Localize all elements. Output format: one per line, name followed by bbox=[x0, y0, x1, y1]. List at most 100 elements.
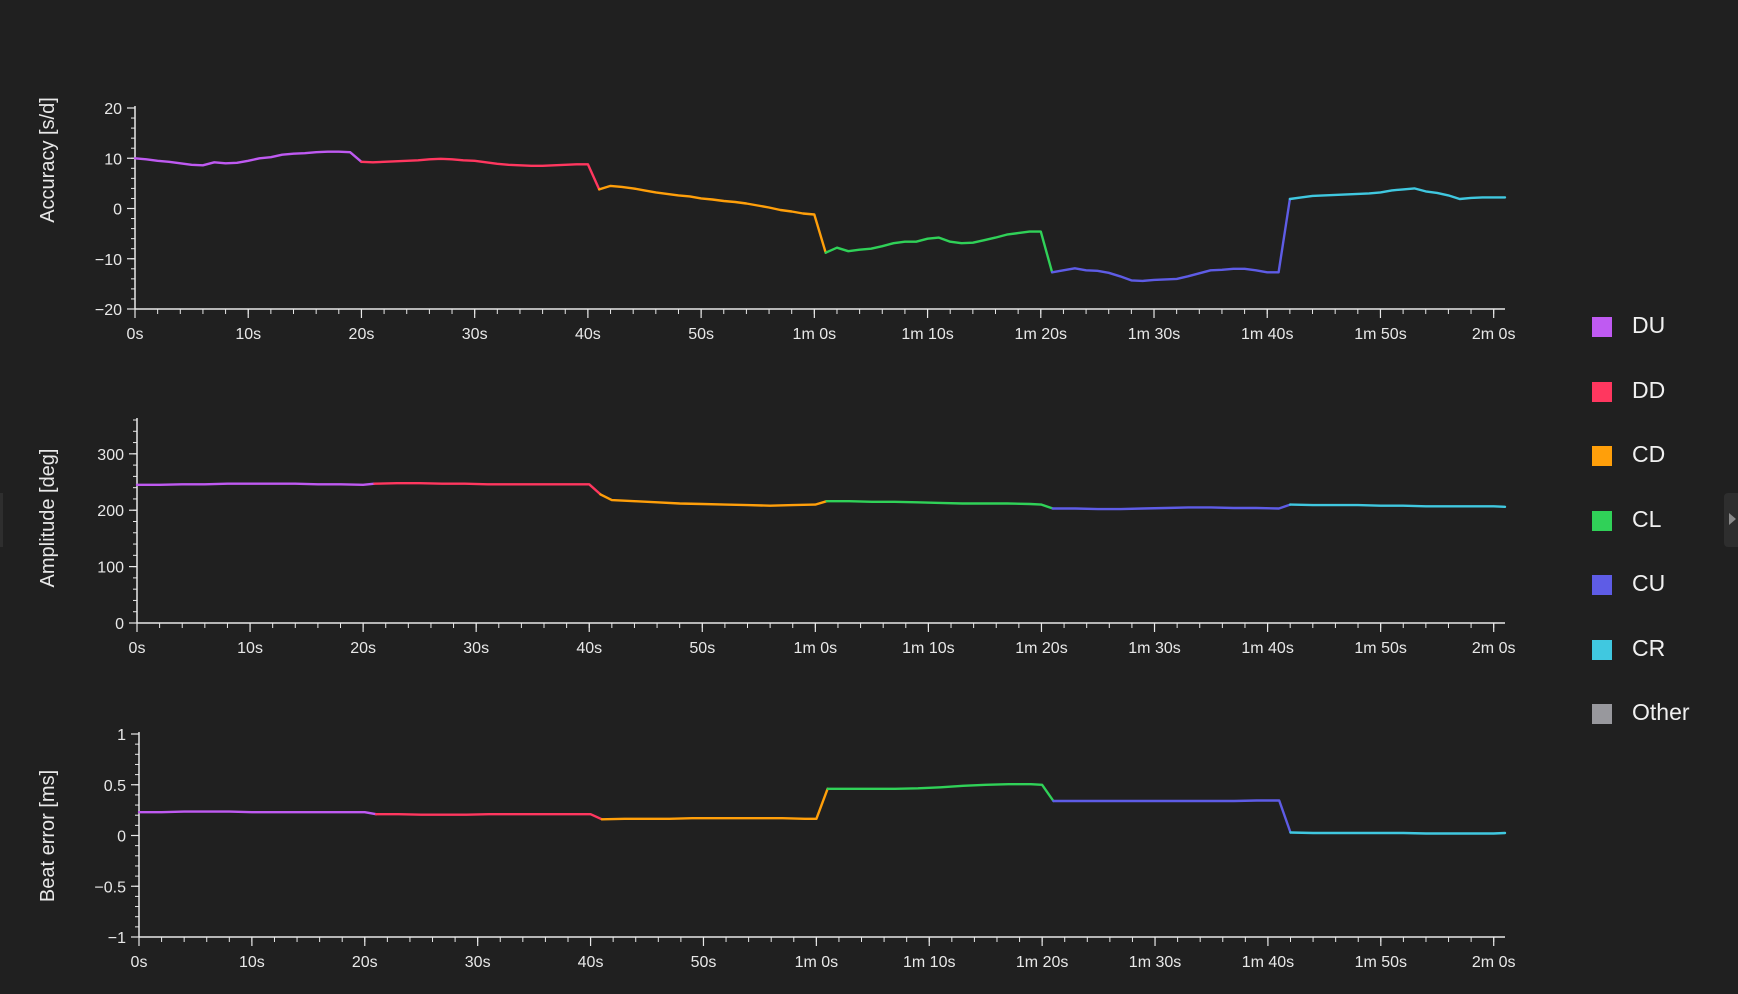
legend-swatch-cd bbox=[1592, 446, 1612, 466]
beat-error-x-tick-label: 1m 40s bbox=[1242, 954, 1294, 971]
amplitude-x-tick-label: 1m 10s bbox=[902, 640, 954, 657]
amplitude-series-cd bbox=[599, 493, 828, 507]
legend: DU DD CD CL CU CR Other bbox=[1592, 311, 1732, 763]
beat-error-y-tick-label: −0.5 bbox=[94, 879, 126, 896]
amplitude-x-tick-label: 1m 20s bbox=[1015, 640, 1067, 657]
legend-label-dd: DD bbox=[1632, 376, 1666, 403]
amplitude-x-tick-label: 1m 30s bbox=[1128, 640, 1180, 657]
accuracy-series-cd bbox=[598, 184, 827, 254]
accuracy-chart: 20 10 0 −10 −20 Accuracy [s/d] 0s 10s 20s 30s 40s 5… bbox=[37, 97, 1515, 343]
legend-item-du[interactable]: DU bbox=[1592, 311, 1732, 376]
legend-swatch-dd bbox=[1592, 381, 1612, 402]
amplitude-x-tick-label: 50s bbox=[689, 640, 715, 657]
beat-error-x-tick-label: 1m 20s bbox=[1016, 954, 1068, 971]
accuracy-x-tick-label: 20s bbox=[349, 326, 375, 343]
legend-label-other: Other bbox=[1632, 699, 1690, 725]
beat-error-series-cd bbox=[600, 787, 829, 821]
beat-error-series-dd bbox=[374, 813, 604, 821]
amplitude-y-tick-label: 300 bbox=[97, 447, 124, 464]
amplitude-y-tick-label: 200 bbox=[97, 503, 124, 520]
beat-error-y-axis-title: Beat error [ms] bbox=[37, 770, 59, 902]
beat-error-y-tick-label: 0 bbox=[117, 829, 126, 846]
legend-swatch-other bbox=[1592, 704, 1612, 724]
beat-error-x-tick-label: 10s bbox=[239, 954, 265, 971]
amplitude-series-cr bbox=[1288, 503, 1507, 508]
beat-error-x-tick-label: 1m 10s bbox=[903, 954, 955, 971]
amplitude-chart: 300 200 100 0 Amplitude [deg] 0s 10s 20s 30s 40s 5… bbox=[37, 418, 1515, 657]
beat-error-x-tick-label: 20s bbox=[352, 954, 378, 971]
beat-error-y-tick-label: 0.5 bbox=[104, 778, 126, 795]
amplitude-x-tick-label: 1m 50s bbox=[1354, 640, 1406, 657]
beat-error-series-cr bbox=[1289, 831, 1507, 835]
accuracy-y-tick-label: 20 bbox=[104, 101, 122, 118]
beat-error-x-tick-label: 2m 0s bbox=[1472, 954, 1516, 971]
accuracy-x-tick-label: 0s bbox=[127, 326, 144, 343]
beat-error-y-tick-label: −1 bbox=[108, 930, 126, 947]
legend-label-du: DU bbox=[1632, 312, 1666, 338]
accuracy-x-tick-label: 10s bbox=[235, 326, 261, 343]
beat-error-x-tick-label: 30s bbox=[465, 954, 491, 971]
accuracy-x-tick-label: 1m 20s bbox=[1015, 326, 1067, 343]
accuracy-x-tick-label: 30s bbox=[462, 326, 488, 343]
beat-error-chart: 1 0.5 0 −0.5 −1 Beat error [ms] 0s 10s 20s 30s 40s… bbox=[37, 727, 1515, 971]
beat-error-series-cu bbox=[1052, 799, 1292, 834]
amplitude-x-tick-label: 0s bbox=[129, 640, 146, 657]
accuracy-x-tick-label: 50s bbox=[688, 326, 714, 343]
accuracy-x-tick-label: 1m 10s bbox=[901, 326, 953, 343]
beat-error-x-tick-label: 40s bbox=[578, 954, 604, 971]
panel-toggle-button[interactable] bbox=[1724, 493, 1738, 547]
legend-item-cr[interactable]: CR bbox=[1592, 634, 1732, 699]
amplitude-series-du bbox=[135, 482, 376, 486]
accuracy-y-tick-label: −20 bbox=[95, 302, 122, 319]
amplitude-x-tick-label: 1m 40s bbox=[1241, 640, 1293, 657]
amplitude-x-tick-label: 1m 0s bbox=[794, 640, 838, 657]
beat-error-x-tick-label: 0s bbox=[131, 954, 148, 971]
accuracy-x-tick-label: 2m 0s bbox=[1472, 326, 1516, 343]
amplitude-x-tick-label: 20s bbox=[350, 640, 376, 657]
legend-label-cu: CU bbox=[1632, 570, 1666, 596]
beat-error-x-tick-label: 50s bbox=[691, 954, 717, 971]
accuracy-x-tick-label: 1m 30s bbox=[1128, 326, 1180, 343]
amplitude-series-cu bbox=[1051, 503, 1292, 511]
chevron-right-icon bbox=[1729, 513, 1736, 525]
beat-error-y-tick-label: 1 bbox=[117, 727, 126, 744]
legend-swatch-cr bbox=[1592, 639, 1612, 660]
beat-error-x-tick-label: 1m 0s bbox=[795, 954, 839, 971]
amplitude-x-tick-label: 30s bbox=[463, 640, 489, 657]
legend-label-cd: CD bbox=[1632, 441, 1666, 467]
legend-swatch-du bbox=[1592, 317, 1612, 337]
legend-swatch-cl bbox=[1592, 510, 1612, 531]
accuracy-y-axis-title: Accuracy [s/d] bbox=[37, 97, 59, 223]
accuracy-y-tick-label: 10 bbox=[104, 151, 122, 168]
accuracy-x-tick-label: 1m 40s bbox=[1241, 326, 1293, 343]
amplitude-x-tick-label: 40s bbox=[576, 640, 602, 657]
legend-item-cd[interactable]: CD bbox=[1592, 440, 1732, 505]
amplitude-y-tick-label: 0 bbox=[115, 616, 124, 633]
left-panel-edge bbox=[0, 493, 3, 547]
amplitude-series-cl bbox=[825, 500, 1055, 510]
accuracy-x-tick-label: 1m 0s bbox=[793, 326, 837, 343]
accuracy-series-dd bbox=[360, 157, 601, 191]
legend-item-other[interactable]: Other bbox=[1592, 698, 1732, 763]
beat-error-x-tick-label: 1m 50s bbox=[1355, 954, 1407, 971]
amplitude-x-tick-label: 2m 0s bbox=[1472, 640, 1516, 657]
amplitude-y-tick-label: 100 bbox=[97, 560, 124, 577]
legend-label-cl: CL bbox=[1632, 505, 1662, 532]
legend-item-dd[interactable]: DD bbox=[1592, 376, 1732, 441]
accuracy-y-tick-label: 0 bbox=[113, 202, 122, 219]
beat-error-x-tick-label: 1m 30s bbox=[1129, 954, 1181, 971]
beat-error-series-du bbox=[137, 810, 378, 816]
legend-swatch-cu bbox=[1592, 575, 1612, 595]
legend-item-cu[interactable]: CU bbox=[1592, 569, 1732, 634]
accuracy-series-cr bbox=[1288, 187, 1507, 201]
accuracy-series-cu bbox=[1050, 197, 1292, 283]
legend-item-cl[interactable]: CL bbox=[1592, 505, 1732, 570]
beat-error-series-cl bbox=[826, 783, 1055, 803]
legend-label-cr: CR bbox=[1632, 634, 1666, 661]
accuracy-y-tick-label: −10 bbox=[95, 252, 122, 269]
accuracy-x-tick-label: 40s bbox=[575, 326, 601, 343]
accuracy-series-cl bbox=[824, 230, 1054, 274]
amplitude-x-tick-label: 10s bbox=[237, 640, 263, 657]
amplitude-y-axis-title: Amplitude [deg] bbox=[37, 449, 59, 588]
